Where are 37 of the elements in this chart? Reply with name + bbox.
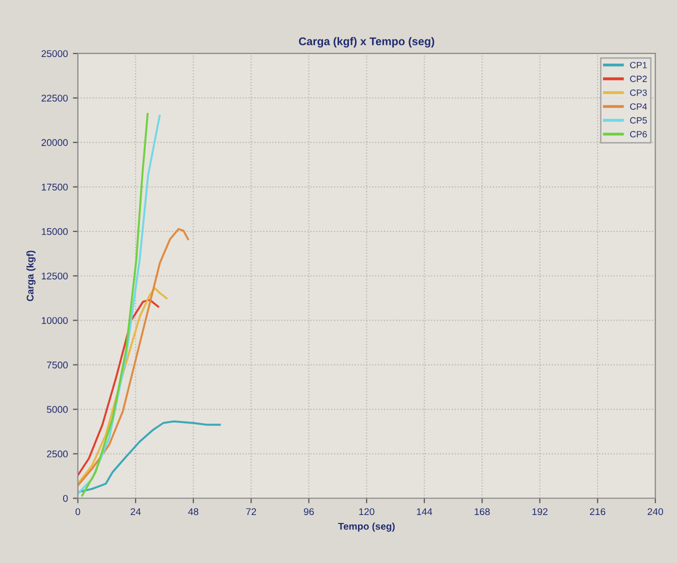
y-tick-label: 15000 [42,228,68,236]
x-tick-label: 72 [246,508,256,516]
y-tick-label: 12500 [42,272,68,280]
x-tick-label: 216 [590,508,606,516]
line-series [78,228,190,486]
x-tick-label: 96 [304,508,314,516]
x-tick-label: 0 [76,508,80,516]
x-axis-title: Tempo (seg) [338,522,395,532]
x-tick-label: 24 [130,508,141,516]
chart-title: Carga (kgf) x Tempo (seg) [298,37,434,48]
legend-label: CP3 [630,90,647,96]
x-tick-label: 192 [532,508,548,516]
line-series [78,420,221,494]
y-tick-label: 20000 [42,139,68,146]
y-tick-label: 17500 [42,184,68,191]
y-tick-label: 10000 [42,317,68,324]
line-series [78,298,160,476]
x-tick-label: 48 [188,508,198,516]
x-tick-label: 240 [648,508,664,516]
line-series [81,113,149,497]
legend-label: CP4 [630,103,647,110]
legend-label: CP6 [630,131,647,138]
line-series [78,114,161,495]
x-tick-label: 144 [416,508,432,516]
y-tick-label: 22500 [42,94,68,102]
y-axis-title: Carga (kgf) [26,250,36,302]
x-tick-label: 168 [474,508,490,516]
legend-label: CP1 [630,62,647,68]
x-tick-label: 120 [359,508,374,516]
y-tick-label: 0 [63,494,68,502]
line-series [78,287,168,485]
y-tick-label: 25000 [42,50,68,58]
y-tick-label: 5000 [46,406,68,413]
y-tick-label: 2500 [46,450,68,458]
legend-label: CP5 [630,117,647,124]
legend-label: CP2 [630,76,647,82]
y-tick-label: 7500 [47,362,68,368]
